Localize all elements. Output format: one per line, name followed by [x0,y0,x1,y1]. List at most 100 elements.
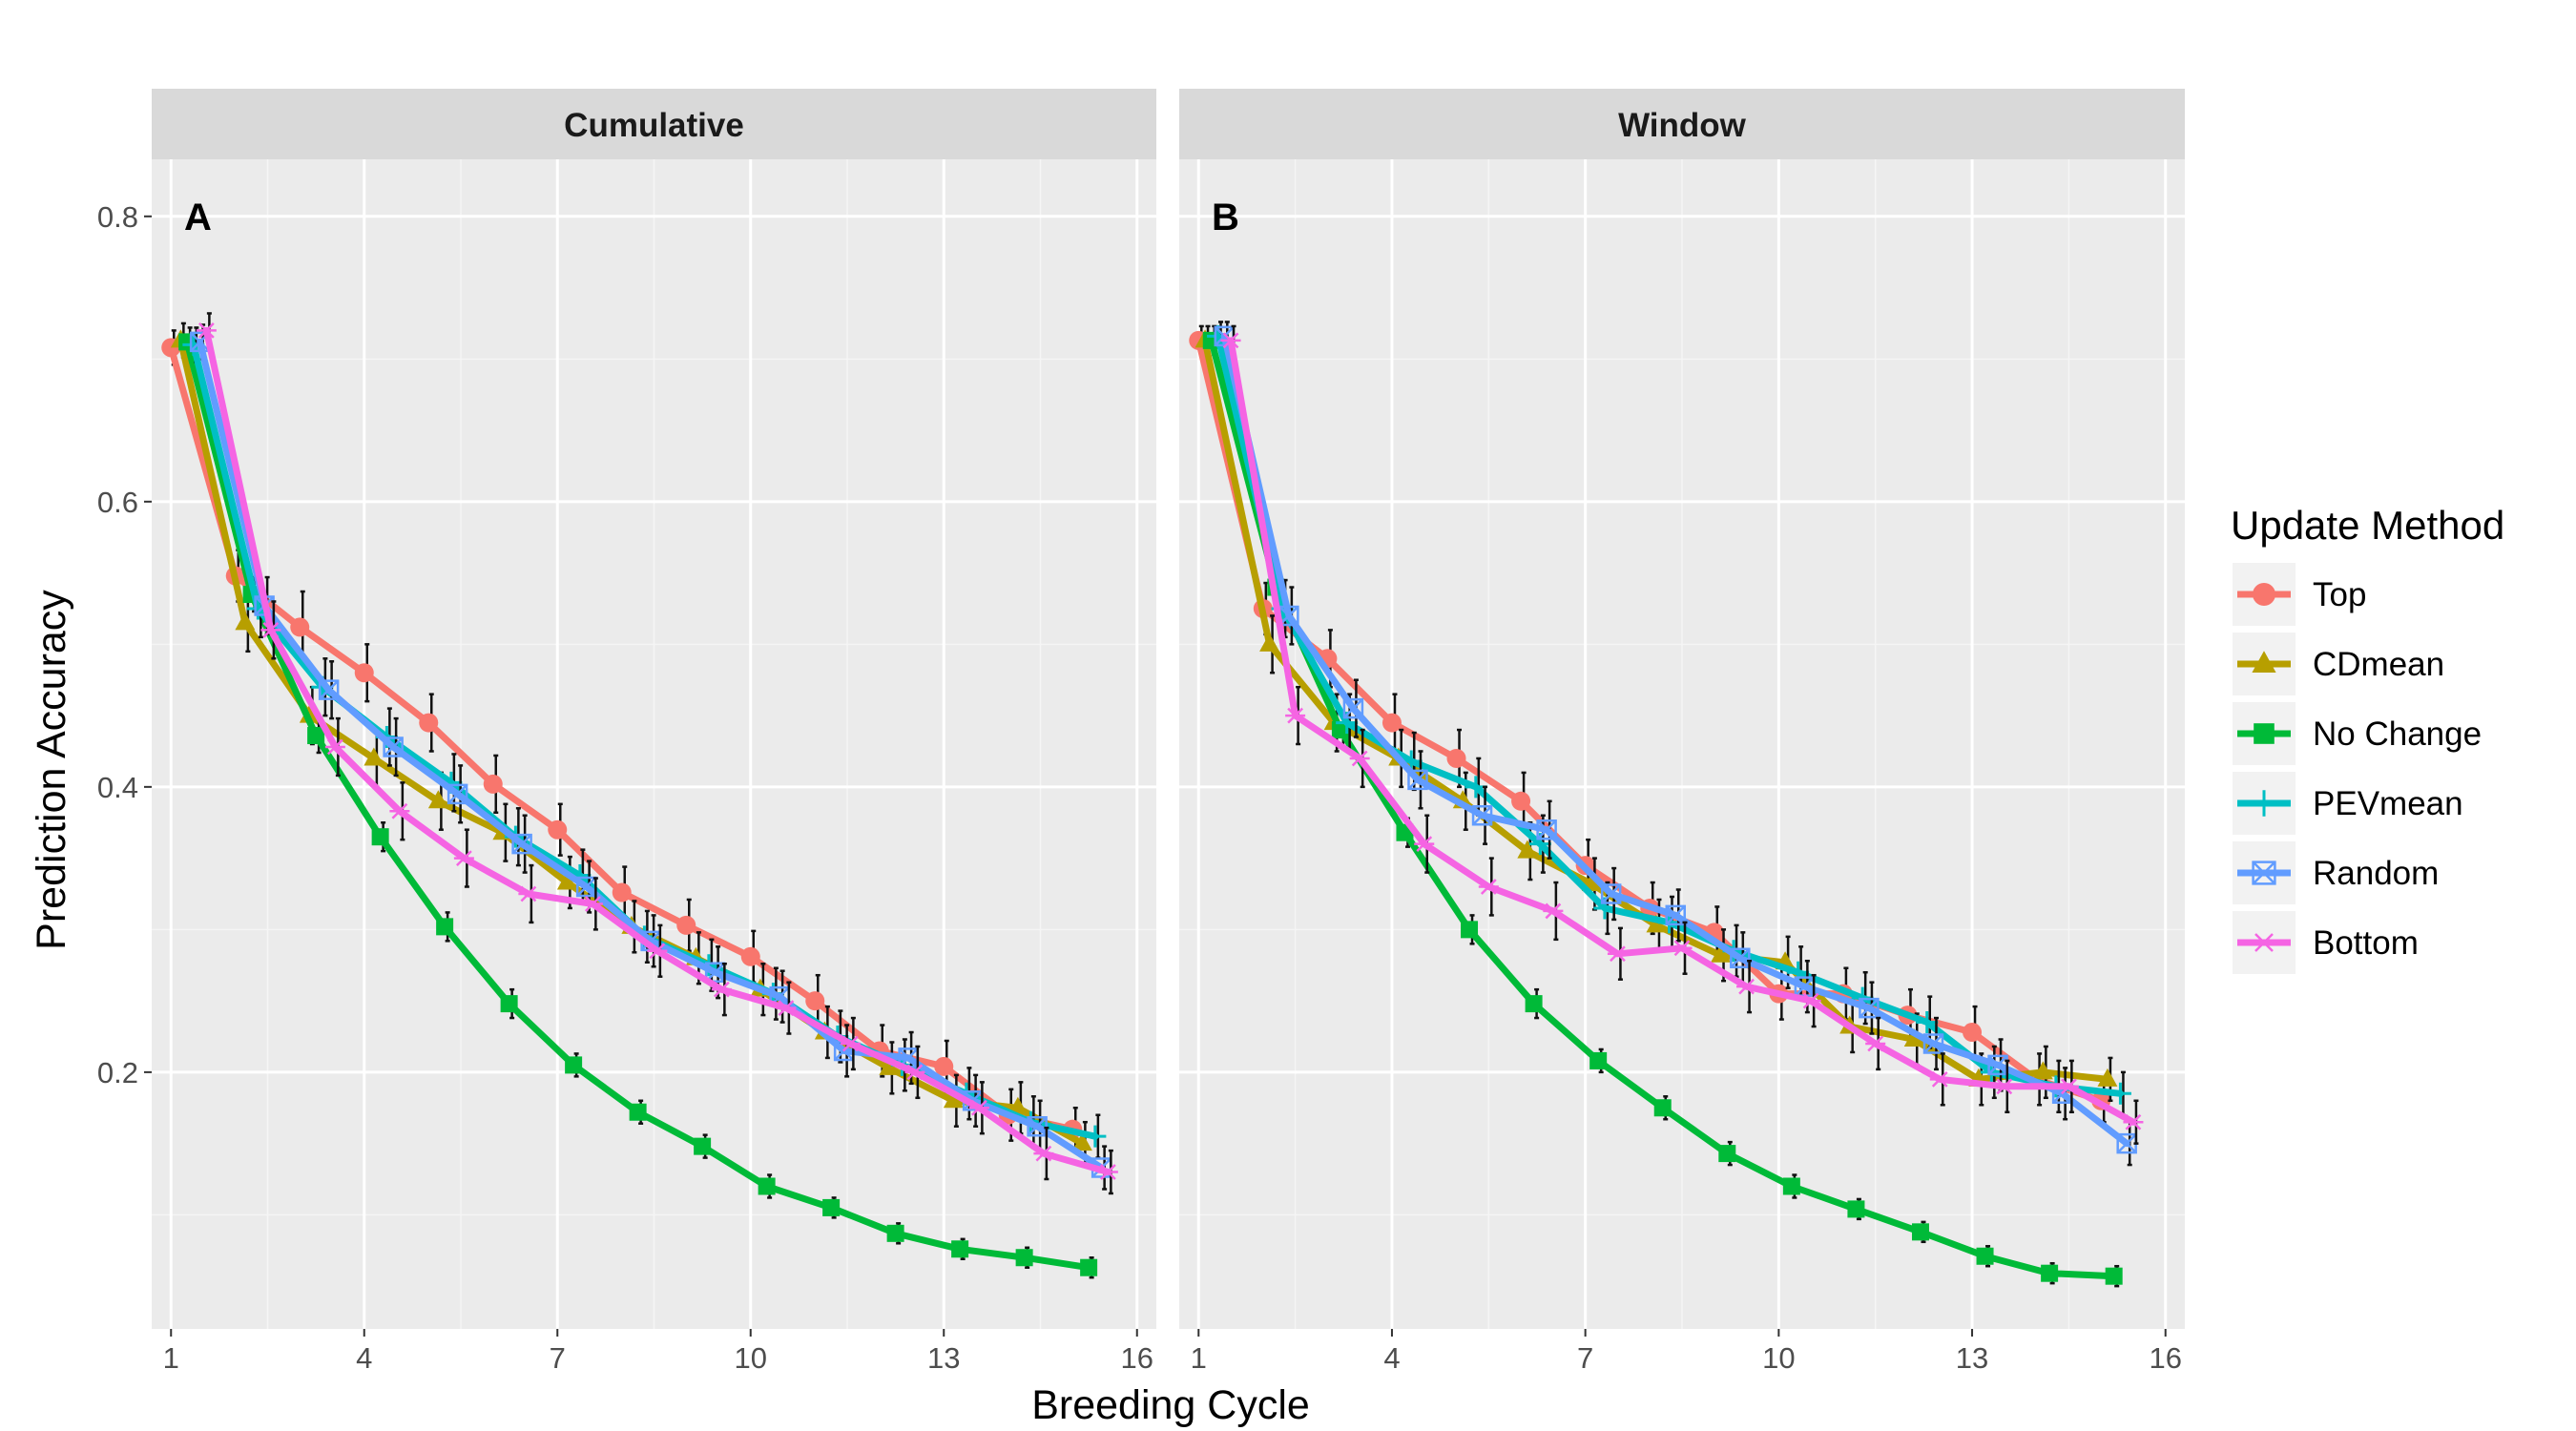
data-point [483,774,503,794]
legend: Update Method Top CDmean No Change PEVmean R… [2231,503,2504,974]
data-point [1084,1125,1107,1148]
data-point [1976,1247,1994,1265]
data-point [511,833,532,855]
data-point [447,783,468,805]
data-point [307,727,325,745]
legend-label: PEVmean [2313,785,2463,822]
legend-key-marker [2252,651,2276,673]
chart-panels: Cumulative 1 4 7 10 13 16 0.2 0.4 0.6 0.8 A Window 1 4… [97,89,2185,1375]
data-point [1414,836,1435,853]
data-point [436,918,454,936]
data-point [1071,1132,1092,1151]
x-axis-title: Breeding Cycle [1031,1382,1310,1428]
series-bottom [1220,324,2144,1145]
x-tick-label: 1 [1191,1341,1207,1375]
data-point [260,622,281,638]
data-point [427,790,448,809]
data-point [1903,1027,1924,1047]
data-point [904,1064,925,1081]
series-bottom [196,312,1118,1195]
data-point [886,1224,904,1242]
panel-tag: A [184,197,212,238]
legend-key-marker [2254,723,2275,744]
data-point [1736,978,1757,995]
legend-item-bottom: Bottom [2233,911,2419,974]
data-point [1285,707,1306,724]
data-point [612,882,632,902]
data-point [879,1056,900,1075]
data-point [1929,1070,1950,1088]
data-point [1672,940,1693,957]
data-point [364,747,384,766]
data-point [565,1056,583,1074]
data-point [196,322,217,339]
data-point [582,896,603,912]
y-tick-label: 0.4 [97,771,138,804]
data-point [1407,769,1428,791]
data-point [740,946,760,966]
data-point [1478,879,1499,895]
data-point [1511,791,1531,811]
data-point [2105,1267,2123,1285]
legend-key-marker [2251,790,2277,817]
panel-strip [1179,89,2185,159]
legend-item-cdmean: CDmean [2233,633,2444,695]
legend-key-marker [2252,933,2276,952]
data-point [1589,1051,1608,1069]
data-point [318,679,340,700]
data-point [1994,1078,2015,1095]
data-point [2097,1068,2118,1087]
data-point [1097,1164,1118,1180]
data-point [389,802,410,819]
data-point [383,736,404,757]
data-point [776,1000,797,1016]
data-point [951,1240,969,1258]
data-point [1220,332,1241,349]
legend-item-top: Top [2233,563,2366,626]
data-point [2058,1078,2079,1095]
data-point [1800,992,1821,1009]
data-point [1718,1145,1736,1163]
data-point [1916,1011,1939,1034]
legend-item-random: Random [2233,841,2439,904]
data-point [1653,1099,1672,1117]
data-point [2123,1113,2144,1130]
x-tick-label: 10 [1762,1341,1795,1375]
data-point [2109,1082,2131,1105]
data-point [1446,748,1466,768]
data-point [556,871,577,890]
data-point [805,991,825,1011]
data-point [371,828,389,846]
data-point [1847,1200,1865,1218]
data-point [758,1177,776,1195]
data-point [1517,840,1538,859]
data-point [934,1056,954,1076]
data-point [1080,1258,1098,1276]
data-point [1646,914,1667,933]
x-tick-label: 7 [1577,1341,1593,1375]
x-tick-label: 4 [1383,1341,1400,1375]
data-point [2116,1132,2137,1154]
data-point [1259,633,1280,652]
x-tick-label: 4 [356,1341,372,1375]
panel-cumulative: Cumulative 1 4 7 10 13 16 0.2 0.4 0.6 0.8 A [97,89,1156,1375]
data-point [324,738,345,756]
legend-label: Random [2313,855,2439,892]
data-point [1600,883,1622,904]
legend-item-no-change: No Change [2233,702,2482,765]
x-tick-label: 10 [735,1341,767,1375]
data-point [235,612,256,631]
data-point [1963,1023,1983,1043]
data-point [1711,944,1732,963]
data-point [1033,1145,1054,1162]
legend-key-marker [2253,583,2275,606]
legend-label: CDmean [2313,646,2444,683]
data-point [1381,713,1402,733]
data-point [1536,819,1557,840]
data-point [518,885,539,902]
data-point [840,1035,861,1052]
data-point [1015,1249,1033,1267]
panel-strip [152,89,1156,159]
x-tick-label: 16 [2149,1341,2181,1375]
panel-strip-label: Window [1618,107,1747,144]
